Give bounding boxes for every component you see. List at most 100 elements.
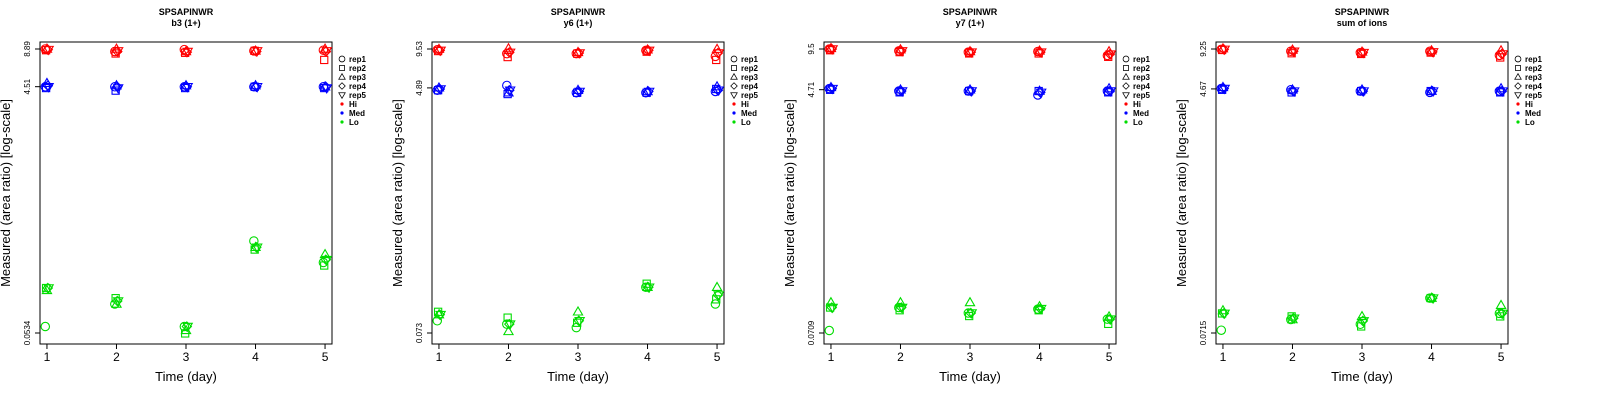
y-tick-label: 9.53 xyxy=(415,41,424,57)
chart-subtitle: y6 (1+) xyxy=(564,18,593,28)
x-tick-label: 1 xyxy=(436,350,443,364)
legend-label: rep1 xyxy=(741,55,758,64)
data-point xyxy=(713,86,725,97)
x-tick-label: 2 xyxy=(113,350,120,364)
data-point xyxy=(504,48,516,59)
x-tick-label: 3 xyxy=(575,350,582,364)
data-point xyxy=(896,47,908,57)
x-tick-label: 4 xyxy=(252,350,259,364)
x-axis-label: Time (day) xyxy=(1331,369,1393,384)
y-tick-label: 0.073 xyxy=(415,322,424,343)
data-point xyxy=(251,243,263,254)
legend-marker-rep5 xyxy=(338,92,346,100)
data-point xyxy=(1219,309,1231,320)
data-point xyxy=(966,309,978,319)
data-point xyxy=(713,49,725,59)
legend-label: Med xyxy=(1133,109,1149,118)
data-point xyxy=(643,46,655,57)
x-tick-label: 1 xyxy=(828,350,835,364)
x-tick-label: 5 xyxy=(322,350,329,364)
chart-subtitle: sum of ions xyxy=(1337,18,1388,28)
data-point xyxy=(711,80,723,91)
x-tick-label: 1 xyxy=(44,350,51,364)
legend-color-med xyxy=(1124,111,1128,115)
y-axis-label: Measured (area ratio) [log-scale] xyxy=(0,99,13,287)
data-point xyxy=(1219,45,1231,56)
x-tick-label: 1 xyxy=(1220,350,1227,364)
data-point xyxy=(43,45,55,56)
legend-color-med xyxy=(732,111,736,115)
data-point xyxy=(1035,48,1047,59)
legend-color-med xyxy=(340,111,344,115)
legend-label: rep1 xyxy=(1133,55,1150,64)
x-tick-label: 4 xyxy=(644,350,651,364)
data-point xyxy=(1497,87,1509,97)
data-point xyxy=(827,84,839,95)
chart-subtitle: y7 (1+) xyxy=(956,18,985,28)
data-point xyxy=(711,43,723,53)
chart-title: SPSAPINWR xyxy=(1335,7,1390,17)
data-point xyxy=(182,47,194,58)
data-point xyxy=(1495,44,1507,55)
x-tick-label: 4 xyxy=(1036,350,1043,364)
data-point xyxy=(112,47,124,57)
legend-label: rep3 xyxy=(1133,73,1150,82)
data-point xyxy=(827,303,839,314)
x-tick-label: 3 xyxy=(1359,350,1366,364)
data-point xyxy=(504,320,516,331)
legend-label: rep5 xyxy=(1525,91,1542,100)
legend-label: Hi xyxy=(349,100,357,109)
data-point xyxy=(1216,325,1227,335)
y-tick-label: 8.89 xyxy=(23,41,32,57)
legend-color-hi xyxy=(732,102,736,106)
legend-marker-rep1 xyxy=(1122,55,1130,63)
chart-title: SPSAPINWR xyxy=(551,7,606,17)
legend-label: rep2 xyxy=(1525,64,1542,73)
data-point xyxy=(964,296,976,307)
legend-marker-rep4 xyxy=(338,82,346,90)
data-point xyxy=(1288,314,1300,325)
legend-label: Lo xyxy=(1133,118,1143,127)
data-point xyxy=(182,322,194,333)
data-point xyxy=(319,248,331,259)
data-point xyxy=(181,46,193,58)
legend-color-med xyxy=(1516,111,1520,115)
legend-marker-rep2 xyxy=(1123,65,1129,71)
data-point xyxy=(40,321,51,332)
legend-label: Lo xyxy=(1525,118,1535,127)
x-tick-label: 5 xyxy=(1498,350,1505,364)
legend-marker-rep4 xyxy=(1514,82,1522,90)
legend-marker-rep5 xyxy=(1122,92,1130,100)
data-point xyxy=(321,255,333,266)
legend-marker-rep2 xyxy=(731,65,737,71)
legend-color-hi xyxy=(1124,102,1128,106)
x-axis-label: Time (day) xyxy=(155,369,217,384)
legend-label: rep3 xyxy=(741,73,758,82)
y-axis-label: Measured (area ratio) [log-scale] xyxy=(782,99,797,287)
legend-label: Med xyxy=(349,109,365,118)
data-point xyxy=(112,297,124,307)
data-point xyxy=(1497,309,1509,320)
data-point xyxy=(43,284,55,294)
legend-label: rep3 xyxy=(349,73,366,82)
data-point xyxy=(574,317,586,327)
data-point xyxy=(1105,87,1117,97)
data-point xyxy=(1035,304,1047,315)
data-point xyxy=(504,86,516,97)
legend-label: Med xyxy=(741,109,757,118)
data-point xyxy=(182,83,194,93)
data-point xyxy=(827,45,839,55)
chart-title: SPSAPINWR xyxy=(943,7,998,17)
legend-label: rep5 xyxy=(741,91,758,100)
x-tick-label: 2 xyxy=(505,350,512,364)
y-tick-label: 9.5 xyxy=(807,43,816,55)
legend-color-lo xyxy=(732,120,736,124)
x-tick-label: 5 xyxy=(714,350,721,364)
legend-label: Hi xyxy=(1133,100,1141,109)
data-point xyxy=(1288,87,1300,97)
y-tick-label: 0.0709 xyxy=(807,320,816,345)
legend-color-lo xyxy=(340,120,344,124)
legend-label: Hi xyxy=(741,100,749,109)
